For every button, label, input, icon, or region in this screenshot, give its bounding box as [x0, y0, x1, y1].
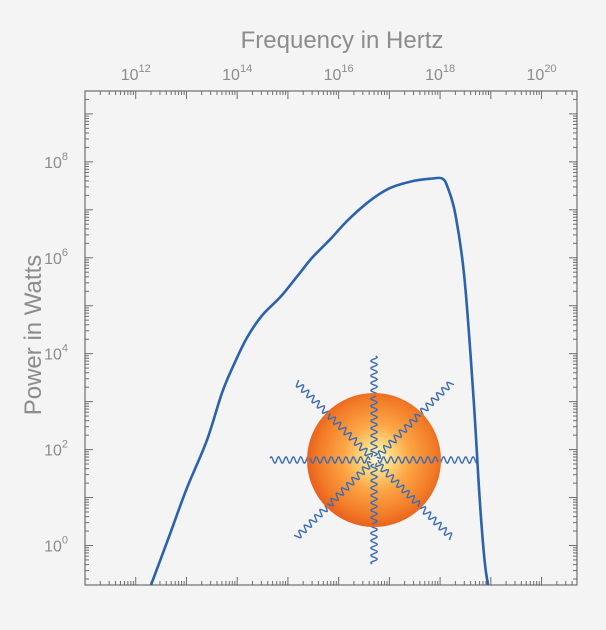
- x-tick-label: 1016: [324, 63, 354, 84]
- y-tick-labels: 100 102 104 106 108: [44, 151, 68, 556]
- x-axis-title: Frequency in Hertz: [241, 27, 444, 54]
- x-tick-label: 1014: [222, 63, 252, 84]
- radiation-wave-inner: [375, 462, 421, 508]
- radiation-wave-outer: [295, 379, 331, 415]
- radiation-wave-outer: [437, 456, 479, 465]
- x-tick-labels: 1012 1014 1016 1018 1020: [121, 63, 557, 84]
- radiation-waves: [269, 355, 479, 565]
- radiation-wave-inner: [369, 463, 379, 525]
- series-line: [149, 176, 490, 586]
- radiation-wave-outer: [417, 505, 453, 541]
- radiation-wave-inner: [376, 413, 422, 459]
- radiation-wave-outer: [369, 523, 378, 565]
- radiation-wave-inner: [326, 461, 372, 507]
- x-tick-label: 1012: [121, 63, 151, 84]
- radiation-wave-outer: [269, 455, 311, 464]
- hot-sphere: [307, 393, 441, 527]
- series-layer: [149, 176, 490, 586]
- radiation-wave-inner: [327, 412, 373, 458]
- x-tick-label: 1020: [527, 63, 557, 84]
- y-tick-label: 108: [44, 151, 68, 172]
- y-axis-title: Power in Watts: [20, 255, 47, 416]
- radiation-wave-inner: [377, 455, 439, 465]
- x-tick-label: 1018: [425, 63, 455, 84]
- radiation-wave-inner: [309, 455, 371, 465]
- radiation-wave-inner: [369, 395, 379, 457]
- y-tick-label: 102: [44, 439, 68, 460]
- radiation-wave-outer: [419, 381, 455, 417]
- y-tick-label: 104: [44, 343, 68, 364]
- y-tick-label: 106: [44, 247, 68, 268]
- radiation-wave-outer: [293, 503, 329, 539]
- radiation-waves-over-sphere: [309, 395, 439, 525]
- radiation-wave-outer: [370, 355, 379, 397]
- radiating-sphere-illustration: [269, 355, 479, 565]
- y-tick-label: 100: [44, 534, 68, 555]
